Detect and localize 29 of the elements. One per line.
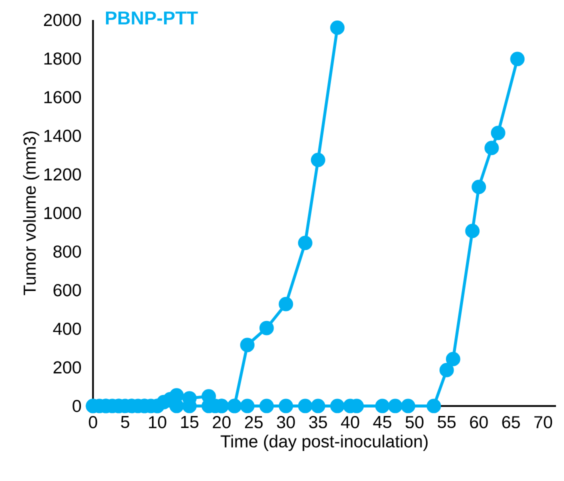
chart-title: PBNP-PTT xyxy=(106,12,198,24)
y-tick-label: 400 xyxy=(53,322,81,335)
y-axis-title: Tumor volume (mm3) xyxy=(23,132,40,296)
y-tick-label: 600 xyxy=(54,284,81,296)
x-tick-label: 25 xyxy=(245,416,263,428)
x-tick-label: 35 xyxy=(309,416,327,428)
y-tick-label: 2000 xyxy=(44,14,81,26)
y-tick-label: 1200 xyxy=(44,168,81,181)
x-tick-label: 20 xyxy=(212,416,231,428)
x-tick-label: 5 xyxy=(121,416,130,428)
y-tick-label: 200 xyxy=(54,361,81,374)
x-tick-label: 50 xyxy=(406,416,424,428)
y-tick-label: 1000 xyxy=(44,206,81,220)
y-tick-label: 1800 xyxy=(44,52,81,65)
x-tick-label: 45 xyxy=(373,416,392,428)
x-tick-label: 15 xyxy=(181,416,198,428)
x-axis-title: Time (day post-inoculation) xyxy=(220,434,428,451)
x-tick-label: 70 xyxy=(534,416,552,428)
x-tick-label: 40 xyxy=(340,416,360,428)
y-tick-label: 1400 xyxy=(44,130,81,142)
x-tick-label: 65 xyxy=(502,416,520,428)
x-tick-label: 0 xyxy=(88,416,98,428)
y-tick-label: 0 xyxy=(72,400,81,412)
y-tick-label: 800 xyxy=(53,245,81,258)
x-tick-label: 55 xyxy=(438,416,456,428)
x-tick-label: 30 xyxy=(276,416,295,428)
x-tick-label: 10 xyxy=(148,416,166,428)
x-tick-label: 60 xyxy=(470,416,488,428)
y-tick-label: 1600 xyxy=(44,91,81,104)
